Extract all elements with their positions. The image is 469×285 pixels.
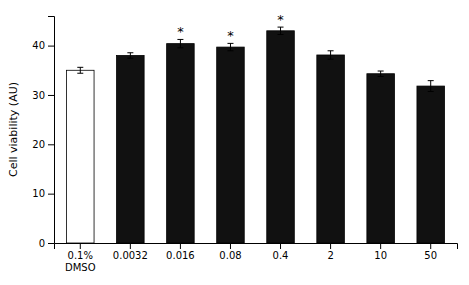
x-tick: 0.1%DMSO [65, 243, 96, 273]
y-tick-mark [48, 95, 54, 96]
x-tick-label: 50 [424, 250, 437, 261]
error-bar-cap [177, 47, 183, 48]
bar [67, 70, 95, 243]
y-axis-title: Cell viability (AU) [7, 82, 20, 177]
x-tick-label-line: 0.016 [166, 250, 195, 261]
error-bar-cap [428, 80, 434, 81]
y-axis-line [48, 17, 55, 244]
y-tick-mark [48, 194, 54, 195]
x-tick-label: 0.4 [273, 250, 289, 261]
error-bar-stem [230, 43, 231, 50]
error-bar-stem [330, 51, 331, 59]
x-tick-mark [80, 243, 81, 249]
x-tick-mark [330, 243, 331, 249]
error-bar-stem [180, 39, 181, 47]
x-tick-label: 2 [327, 250, 333, 261]
y-tick: 20 [32, 139, 54, 150]
error-bar-cap [328, 59, 334, 60]
x-tick: 10 [374, 243, 387, 261]
y-tick: 40 [32, 40, 54, 51]
chart-container: * * * 0 10 20 30 40 0.1%DMSO 0.0032 0.016 0.08 0.4 2 1… [0, 0, 469, 285]
y-tick-mark [48, 243, 54, 244]
bar [267, 31, 295, 243]
x-tick-label-line: DMSO [65, 262, 96, 273]
bar [367, 74, 395, 243]
error-bar [378, 71, 384, 76]
x-tick-label-line: 0.4 [273, 250, 289, 261]
error-bar [428, 81, 434, 92]
error-bar [227, 43, 233, 50]
error-bar [278, 27, 284, 34]
y-tick-mark [48, 46, 54, 47]
x-tick-mark [130, 243, 131, 249]
y-tick-label: 20 [32, 139, 45, 150]
x-tick: 0.08 [219, 243, 241, 261]
y-tick-label: 30 [32, 90, 45, 101]
y-tick-mark [48, 144, 54, 145]
y-tick: 10 [32, 188, 54, 199]
x-tick: 0.016 [166, 243, 195, 261]
x-tick-label-line: 0.0032 [113, 250, 148, 261]
bar [217, 47, 245, 243]
y-tick-label: 0 [39, 238, 45, 249]
x-tick-label: 0.0032 [113, 250, 148, 261]
annotation: * [227, 28, 234, 43]
y-axis: 0 10 20 30 40 [32, 17, 54, 249]
annotation: * [277, 12, 284, 27]
chart-svg: * * * 0 10 20 30 40 0.1%DMSO 0.0032 0.016 0.08 0.4 2 1… [0, 0, 469, 285]
error-bar-cap [278, 34, 284, 35]
error-bar-cap [428, 91, 434, 92]
x-tick: 2 [327, 243, 333, 261]
annotations: * * * [177, 12, 284, 43]
error-bar [177, 39, 183, 47]
x-tick-mark [280, 243, 281, 249]
marks [67, 27, 445, 243]
x-axis: 0.1%DMSO 0.0032 0.016 0.08 0.4 2 10 50 [55, 243, 458, 273]
y-tick: 30 [32, 90, 54, 101]
error-bar-cap [227, 50, 233, 51]
bar [167, 44, 195, 243]
error-bar-cap [328, 50, 334, 51]
y-tick-label: 40 [32, 40, 45, 51]
error-bar-stem [80, 67, 81, 73]
error-bar-cap [77, 67, 83, 68]
error-bar-cap [378, 76, 384, 77]
bar [317, 55, 345, 243]
x-tick: 50 [424, 243, 437, 261]
x-tick-label-line: 0.1% [68, 250, 93, 261]
x-tick-label-line: 50 [424, 250, 437, 261]
x-tick-label-line: 2 [327, 250, 333, 261]
error-bar-cap [77, 73, 83, 74]
error-bar [77, 67, 83, 73]
x-tick-mark [180, 243, 181, 249]
x-tick-label: 0.1%DMSO [65, 250, 96, 273]
bar [417, 86, 445, 243]
x-tick-label: 0.016 [166, 250, 195, 261]
x-axis-line [55, 244, 458, 250]
error-bar-stem [130, 53, 131, 58]
plot-area: * * * 0 10 20 30 40 0.1%DMSO 0.0032 0.016 0.08 0.4 2 1… [32, 12, 457, 272]
error-bar-stem [380, 71, 381, 76]
x-tick-mark [230, 243, 231, 249]
x-tick-label: 10 [374, 250, 387, 261]
annotation: * [177, 24, 184, 39]
x-tick-mark [380, 243, 381, 249]
bar [117, 55, 145, 243]
y-tick-label: 10 [32, 188, 45, 199]
error-bar-cap [378, 71, 384, 72]
x-tick-label-line: 0.08 [219, 250, 241, 261]
error-bar-cap [127, 58, 133, 59]
x-tick: 0.4 [273, 243, 289, 261]
error-bar [127, 53, 133, 58]
x-tick-label: 0.08 [219, 250, 241, 261]
error-bar-stem [280, 27, 281, 34]
y-tick: 0 [39, 238, 54, 249]
x-tick-mark [430, 243, 431, 249]
error-bar-stem [430, 81, 431, 92]
error-bar-cap [127, 52, 133, 53]
error-bar [328, 51, 334, 59]
x-tick: 0.0032 [113, 243, 148, 261]
x-tick-label-line: 10 [374, 250, 387, 261]
